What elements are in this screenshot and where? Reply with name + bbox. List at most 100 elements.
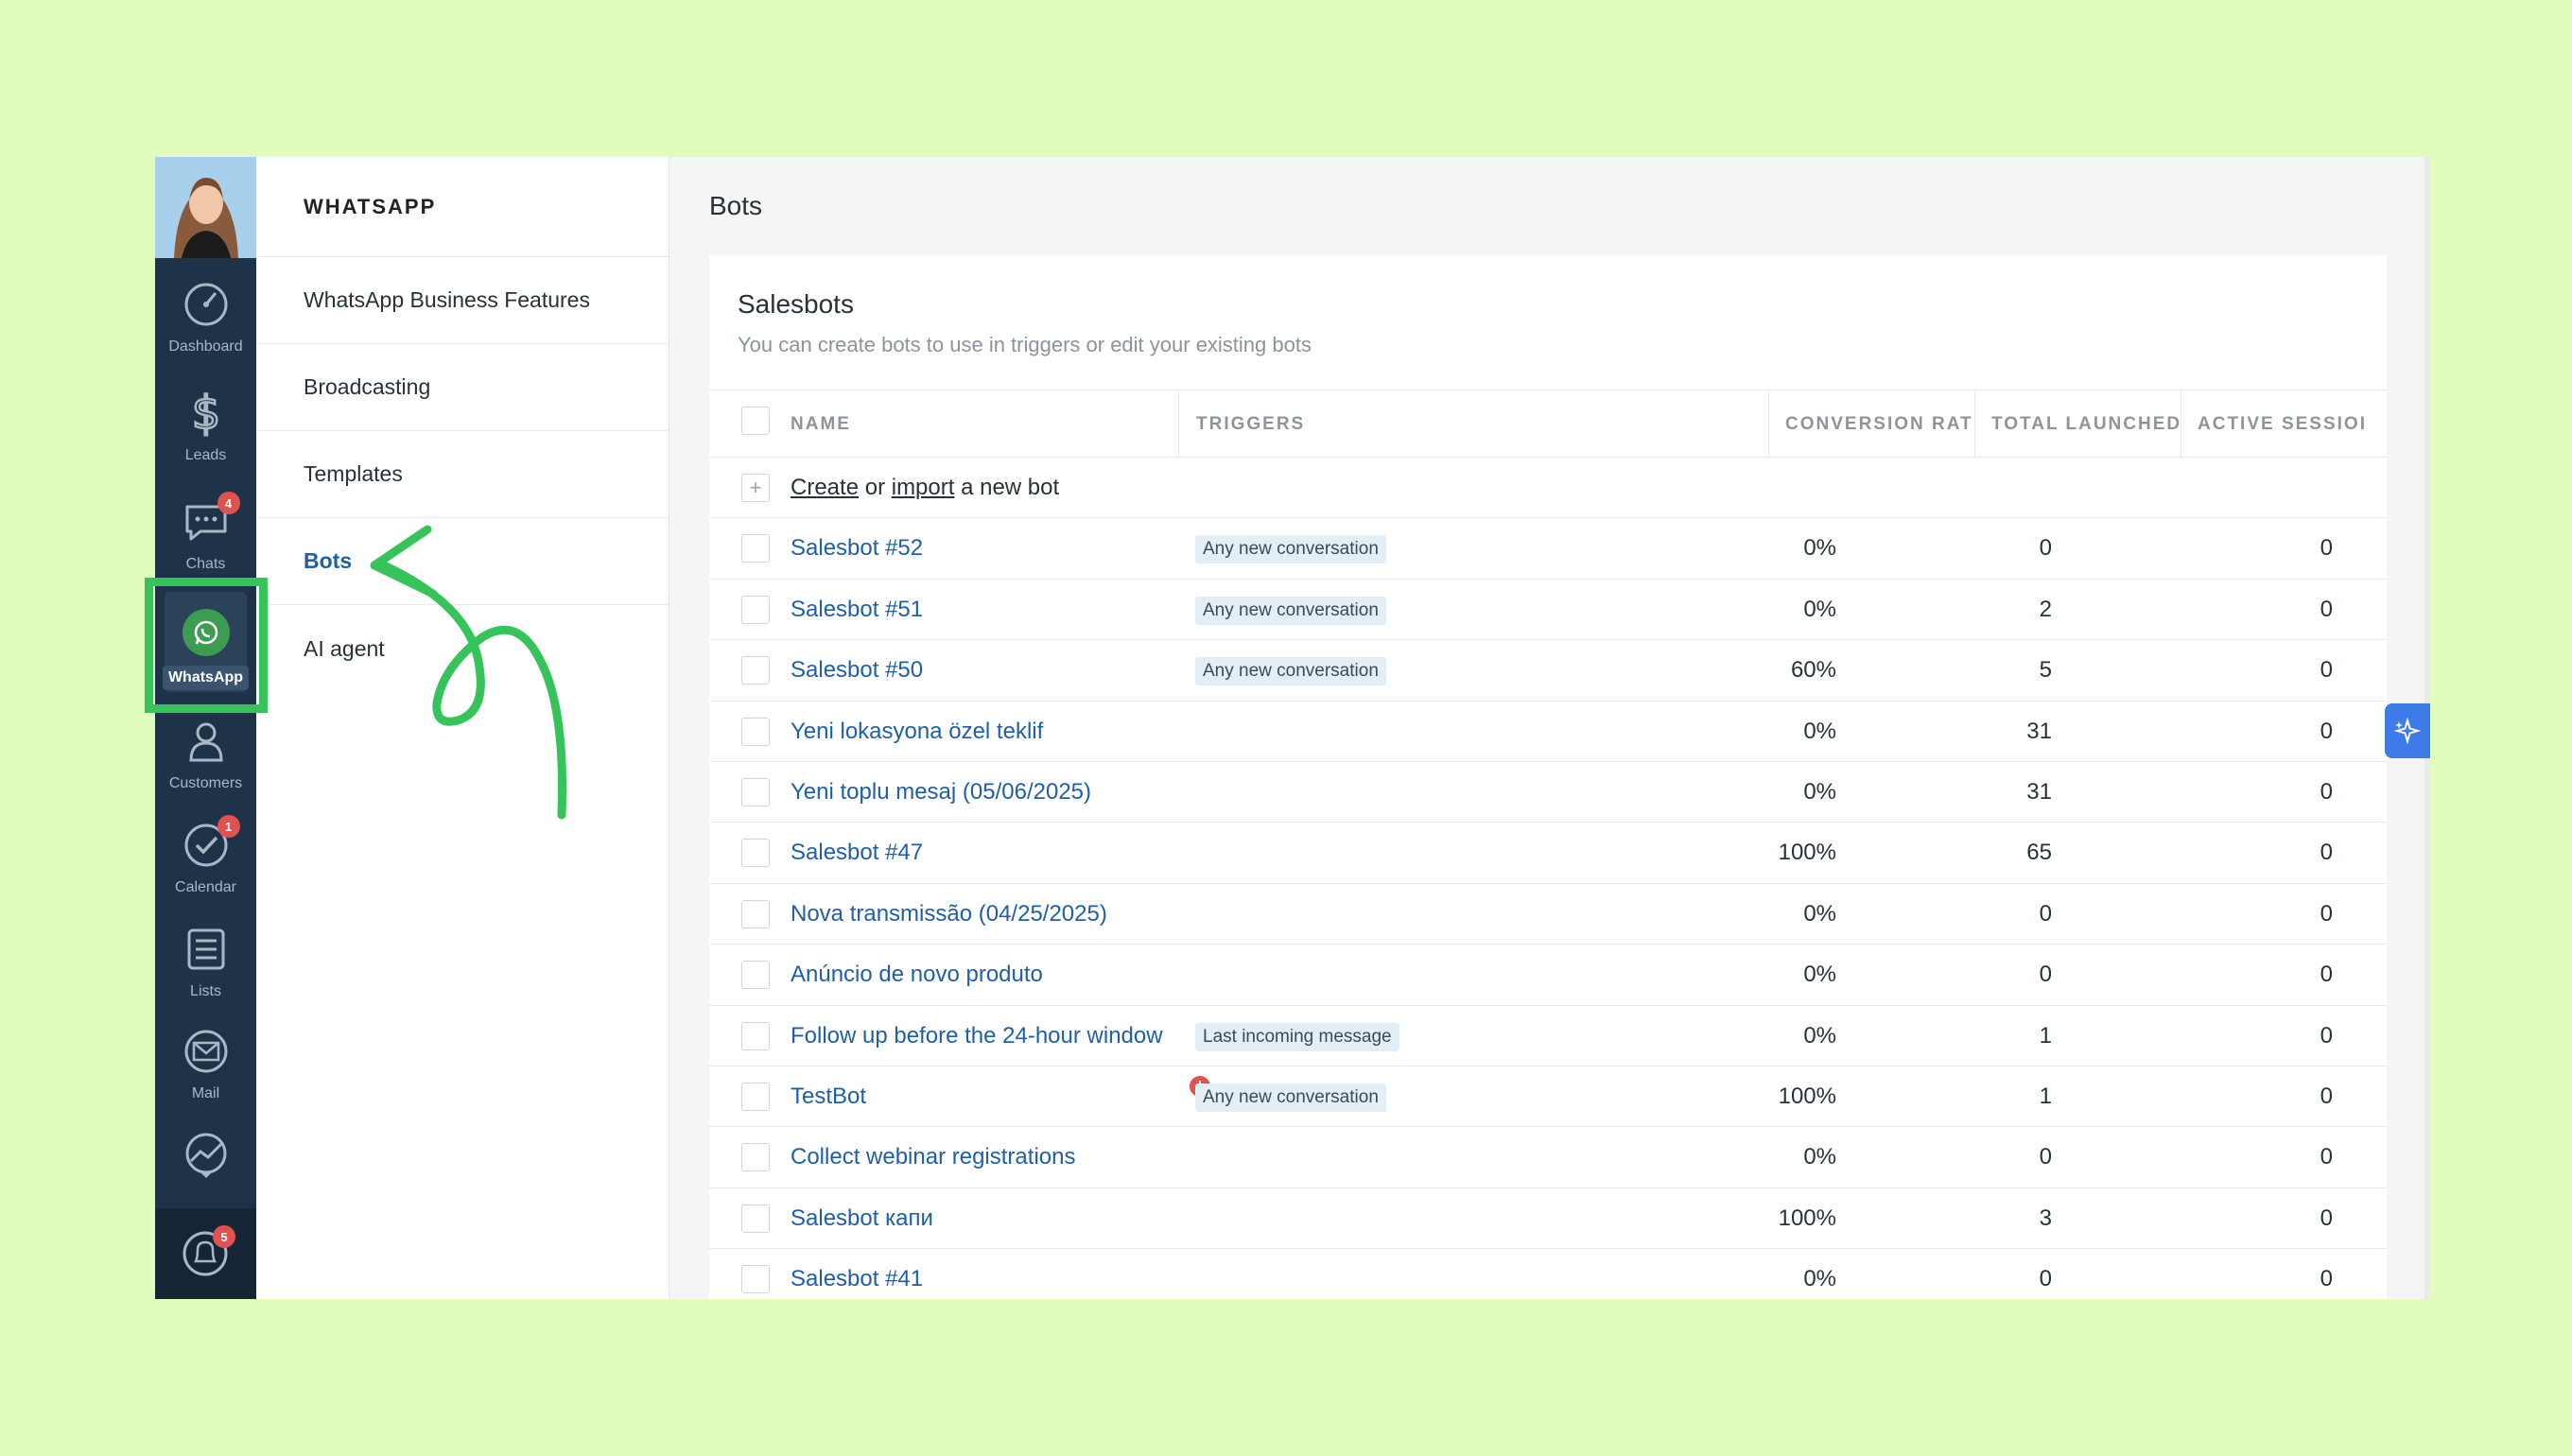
row-checkbox[interactable]	[741, 534, 770, 563]
col-active-header[interactable]: ACTIVE SESSIOI	[2181, 390, 2387, 459]
rail-item-mail[interactable]: Mail	[155, 1027, 256, 1121]
left-rail: Dashboard $ Leads 4 Chats WhatsApp	[155, 157, 256, 1299]
whatsapp-subnav: WHATSAPP WhatsApp Business Features Broa…	[256, 157, 669, 1299]
bell-icon: 5	[181, 1225, 235, 1278]
total-launched: 31	[2026, 778, 2052, 805]
rail-item-analytics[interactable]	[155, 1131, 256, 1225]
import-link[interactable]: import	[891, 475, 955, 500]
table-row[interactable]: Yeni lokasyona özel teklif 0% 31 0	[709, 702, 2387, 762]
row-checkbox[interactable]	[741, 717, 770, 746]
bot-name-link[interactable]: Salesbot капи	[791, 1205, 933, 1231]
bot-name-link[interactable]: Salesbot #47	[791, 840, 924, 866]
ai-assistant-button[interactable]	[2385, 703, 2430, 758]
rail-item-lists[interactable]: Lists	[155, 925, 256, 1019]
trigger-tag[interactable]: Last incoming message	[1195, 1022, 1399, 1051]
bot-name-link[interactable]: TestBot	[791, 1083, 867, 1109]
row-checkbox[interactable]	[741, 656, 770, 685]
calendar-badge: 1	[217, 815, 240, 838]
card-subtitle: You can create bots to use in triggers o…	[738, 333, 1312, 356]
card-title: Salesbots	[738, 289, 854, 319]
trigger-tag[interactable]: Any new conversation	[1195, 535, 1386, 564]
active-sessions: 0	[2320, 1266, 2333, 1292]
active-sessions: 0	[2320, 1144, 2333, 1170]
row-checkbox[interactable]	[741, 1265, 770, 1294]
row-checkbox[interactable]	[741, 899, 770, 928]
create-link[interactable]: Create	[791, 475, 860, 500]
bot-name-link[interactable]: Collect webinar registrations	[791, 1144, 1076, 1170]
subnav-item-broadcasting[interactable]: Broadcasting	[256, 344, 669, 431]
row-checkbox[interactable]	[741, 595, 770, 624]
total-launched: 1	[2039, 1083, 2052, 1109]
col-name-header[interactable]: NAME	[791, 414, 851, 434]
select-all-checkbox[interactable]	[741, 407, 770, 435]
subnav-item-bots[interactable]: Bots	[256, 518, 669, 605]
user-avatar[interactable]	[155, 157, 256, 258]
active-sessions: 0	[2320, 1022, 2333, 1049]
row-checkbox[interactable]	[741, 839, 770, 868]
col-triggers-header[interactable]: TRIGGERS	[1178, 390, 1768, 459]
table-row[interactable]: Salesbot #41 0% 0 0	[709, 1249, 2387, 1299]
bot-name-link[interactable]: Salesbot #52	[791, 535, 924, 562]
rail-item-dashboard[interactable]: Dashboard	[155, 280, 256, 374]
subnav-title: WHATSAPP	[256, 157, 669, 257]
row-checkbox[interactable]	[741, 1204, 770, 1233]
plus-icon[interactable]: +	[741, 474, 770, 502]
trigger-tag[interactable]: Any new conversation	[1195, 1083, 1386, 1112]
total-launched: 0	[2039, 1144, 2052, 1170]
trigger-tag[interactable]: Any new conversation	[1195, 657, 1386, 686]
rail-item-customers[interactable]: Customers	[155, 717, 256, 811]
create-line: Create or import a new bot	[791, 458, 1059, 518]
row-checkbox[interactable]	[741, 1082, 770, 1111]
notifications-area[interactable]: 5	[155, 1208, 256, 1299]
col-total-header[interactable]: TOTAL LAUNCHED	[1974, 390, 2181, 459]
conversion-rate: 100%	[1778, 840, 1836, 866]
table-row[interactable]: Salesbot капи 100% 3 0	[709, 1188, 2387, 1250]
table-row[interactable]: Nova transmissão (04/25/2025) 0% 0 0	[709, 884, 2387, 945]
table-row[interactable]: Salesbot #47 100% 65 0	[709, 823, 2387, 884]
salesbots-card: Salesbots You can create bots to use in …	[709, 255, 2387, 1299]
bot-name-link[interactable]: Salesbot #41	[791, 1266, 924, 1292]
table-row[interactable]: Salesbot #50 Any new conversation 60% 5 0	[709, 640, 2387, 702]
bot-name-link[interactable]: Yeni lokasyona özel teklif	[791, 718, 1044, 744]
table-row[interactable]: Yeni toplu mesaj (05/06/2025) 0% 31 0	[709, 762, 2387, 823]
bot-name-link[interactable]: Yeni toplu mesaj (05/06/2025)	[791, 778, 1091, 805]
table-row[interactable]: Follow up before the 24-hour window Last …	[709, 1006, 2387, 1066]
rail-item-calendar[interactable]: 1 Calendar	[155, 815, 256, 915]
subnav-item-templates[interactable]: Templates	[256, 431, 669, 518]
rail-item-whatsapp[interactable]: WhatsApp	[162, 592, 250, 692]
bot-name-link[interactable]: Anúncio de novo produto	[791, 962, 1043, 988]
bot-name-link[interactable]: Salesbot #50	[791, 657, 924, 684]
rail-item-leads[interactable]: $ Leads	[155, 386, 256, 483]
row-checkbox[interactable]	[741, 1021, 770, 1050]
create-rest-text: a new bot	[954, 475, 1060, 500]
conversion-rate: 0%	[1803, 900, 1836, 927]
active-sessions: 0	[2320, 1083, 2333, 1109]
bot-name-link[interactable]: Nova transmissão (04/25/2025)	[791, 900, 1107, 927]
total-launched: 1	[2039, 1022, 2052, 1049]
active-sessions: 0	[2320, 962, 2333, 988]
col-conversion-header[interactable]: CONVERSION RAT	[1768, 390, 1974, 459]
active-sessions: 0	[2320, 900, 2333, 927]
rail-item-chats[interactable]: 4 Chats	[155, 492, 256, 592]
trigger-tag[interactable]: Any new conversation	[1195, 596, 1386, 625]
row-checkbox[interactable]	[741, 1143, 770, 1172]
row-checkbox[interactable]	[741, 777, 770, 806]
row-checkbox[interactable]	[741, 961, 770, 990]
subnav-item-ai-agent[interactable]: AI agent	[304, 635, 385, 661]
active-sessions: 0	[2320, 535, 2333, 562]
table-row[interactable]: Salesbot #52 Any new conversation 0% 0 0	[709, 518, 2387, 580]
conversion-rate: 0%	[1803, 718, 1836, 744]
app-window: Dashboard $ Leads 4 Chats WhatsApp	[155, 157, 2430, 1299]
table-row[interactable]: Collect webinar registrations 0% 0 0	[709, 1127, 2387, 1188]
bot-name-link[interactable]: Follow up before the 24-hour window	[791, 1022, 1163, 1049]
table-row[interactable]: Salesbot #51 Any new conversation 0% 2 0	[709, 580, 2387, 641]
subnav-item-business-features[interactable]: WhatsApp Business Features	[256, 257, 669, 344]
table-row[interactable]: Anúncio de novo produto 0% 0 0	[709, 945, 2387, 1006]
conversion-rate: 0%	[1803, 1022, 1836, 1049]
bot-name-link[interactable]: Salesbot #51	[791, 596, 924, 622]
active-sessions: 0	[2320, 596, 2333, 622]
active-sessions: 0	[2320, 840, 2333, 866]
rail-label: Mail	[191, 1085, 220, 1101]
rail-label: Customers	[168, 775, 243, 791]
